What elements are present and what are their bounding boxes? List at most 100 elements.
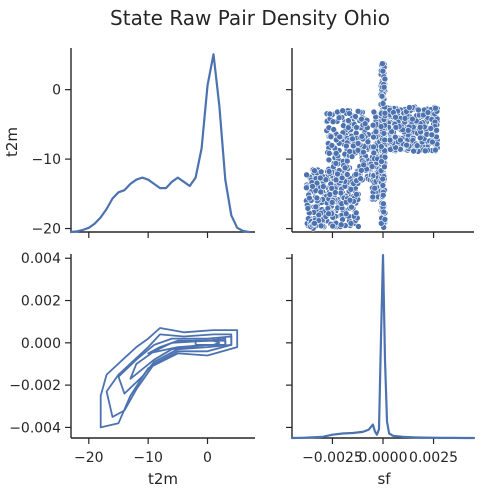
scatter-point xyxy=(352,171,360,178)
scatter-point xyxy=(327,133,335,140)
scatter-point xyxy=(311,167,318,174)
kde-contour-level xyxy=(117,335,233,395)
scatter-points xyxy=(303,60,441,232)
scatter-point xyxy=(432,104,439,112)
scatter-point xyxy=(381,75,389,83)
scatter-point xyxy=(381,216,389,223)
contour-x-tick-label: 0 xyxy=(203,450,212,466)
scatter-point xyxy=(316,174,324,182)
scatter-point xyxy=(379,182,387,189)
scatter-point xyxy=(381,153,389,161)
t2m-density-line xyxy=(69,53,251,234)
scatter-point xyxy=(328,142,336,149)
scatter-point xyxy=(346,148,354,155)
scatter-point xyxy=(353,124,360,131)
scatter-point xyxy=(311,220,318,227)
scatter-point xyxy=(335,114,343,121)
scatter-point xyxy=(428,131,436,139)
scatter-point xyxy=(342,210,350,217)
scatter-point xyxy=(406,104,413,111)
scatter-point xyxy=(358,167,365,174)
contour-y-tick-label: −0.004 xyxy=(9,420,61,436)
scatter-point xyxy=(433,127,440,134)
scatter-point xyxy=(331,189,339,196)
scatter-point xyxy=(397,136,404,144)
scatter-point xyxy=(379,175,387,183)
scatter-point xyxy=(346,196,354,204)
scatter-point xyxy=(380,83,388,91)
scatter-point xyxy=(410,147,417,155)
sf-density-line xyxy=(290,254,476,440)
scatter-point xyxy=(347,186,355,193)
scatter-point xyxy=(319,183,327,190)
scatter-point xyxy=(413,142,421,149)
scatter-point xyxy=(377,123,385,130)
kde-contour-level xyxy=(147,339,227,355)
scatter-point xyxy=(325,150,333,157)
scatter-point xyxy=(344,124,352,131)
scatter-point xyxy=(352,113,359,120)
scatter-point xyxy=(352,209,360,217)
scatter-point xyxy=(380,208,388,216)
t2m-kde-y-tick-label: −10 xyxy=(31,152,61,168)
scatter-point xyxy=(392,124,400,131)
scatter-point xyxy=(337,221,345,228)
scatter-point xyxy=(346,110,353,117)
sf-kde-x-tick-label: 0.0025 xyxy=(409,450,458,466)
scatter-point xyxy=(304,205,312,212)
scatter-point xyxy=(317,168,325,176)
scatter-point xyxy=(377,143,385,150)
scatter-point xyxy=(381,136,389,144)
scatter-point xyxy=(326,110,334,118)
scatter-point xyxy=(328,185,336,192)
sf-kde-x-tick-label: −0.0025 xyxy=(302,450,363,466)
scatter-point xyxy=(325,168,333,175)
scatter-point xyxy=(369,193,377,201)
scatter-point xyxy=(339,107,347,114)
scatter-point xyxy=(354,147,362,154)
scatter-point xyxy=(427,125,435,132)
t2m-kde-y-tick-label: −20 xyxy=(31,222,61,238)
scatter-point xyxy=(326,191,334,198)
scatter-point xyxy=(343,142,350,150)
scatter-point xyxy=(345,117,352,124)
scatter-point xyxy=(370,149,378,157)
scatter-point xyxy=(303,184,310,191)
y-axis-label-t2m: t2m xyxy=(3,127,21,157)
scatter-point xyxy=(313,179,321,187)
scatter-point xyxy=(312,203,320,211)
scatter-point xyxy=(325,210,332,217)
scatter-point xyxy=(303,171,310,179)
scatter-point xyxy=(379,60,386,68)
scatter-point xyxy=(360,161,368,169)
scatter-point xyxy=(357,175,365,182)
scatter-point xyxy=(378,158,385,165)
scatter-point xyxy=(329,222,337,230)
scatter-point xyxy=(404,127,412,134)
scatter-point xyxy=(380,200,387,207)
scatter-point xyxy=(421,147,429,155)
scatter-point xyxy=(401,115,409,122)
kde-contour-level xyxy=(105,333,233,418)
t2m-kde-y-tick-label: 0 xyxy=(52,83,61,99)
sf-kde-x-tick-label: 0.0000 xyxy=(359,450,408,466)
x-axis-label-t2m: t2m xyxy=(148,470,178,488)
scatter-point xyxy=(313,194,321,202)
scatter-point xyxy=(358,133,366,140)
x-axis-label-sf: sf xyxy=(377,470,391,488)
scatter-point xyxy=(325,156,333,164)
scatter-point xyxy=(409,115,416,123)
contour-x-tick-label: −10 xyxy=(133,450,163,466)
contour-y-tick-label: 0.000 xyxy=(21,336,61,352)
scatter-point xyxy=(360,148,367,156)
scatter-point xyxy=(337,189,345,197)
scatter-point xyxy=(322,176,330,183)
scatter-point xyxy=(361,120,369,127)
scatter-point xyxy=(415,106,422,114)
scatter-point xyxy=(349,135,356,143)
scatter-point xyxy=(379,191,387,199)
scatter-point xyxy=(368,163,376,170)
scatter-point xyxy=(364,138,372,146)
scatter-point xyxy=(309,183,316,190)
